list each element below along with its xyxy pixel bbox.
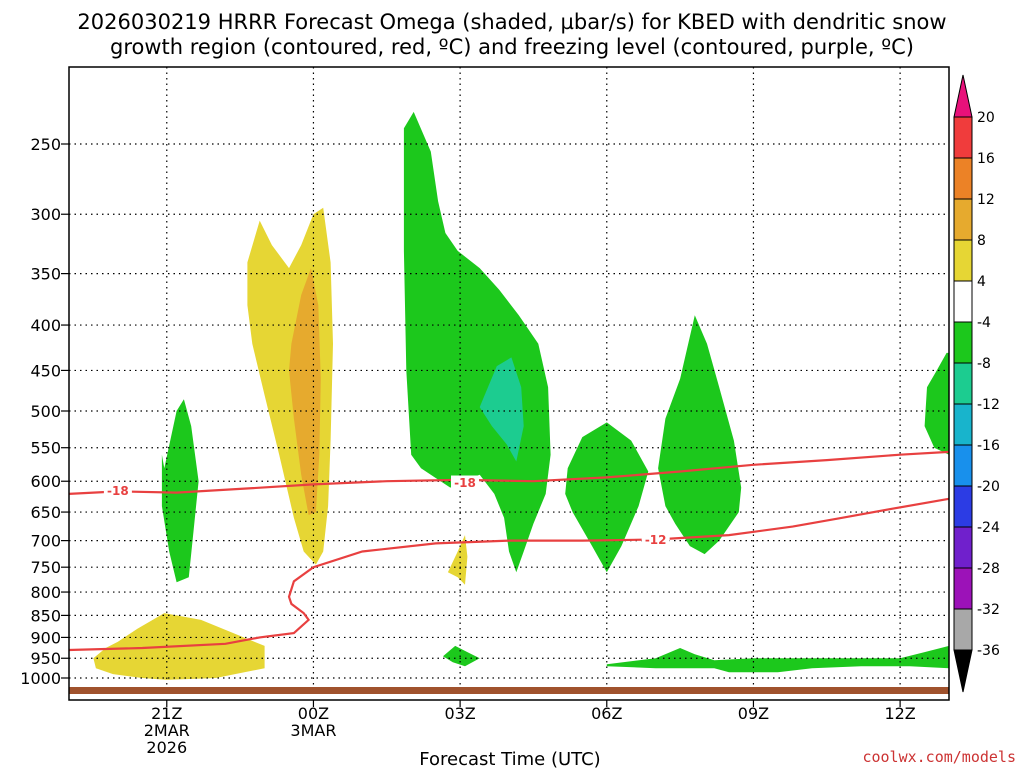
contour-label: -18 <box>107 484 129 498</box>
y-tick-label: 550 <box>30 439 61 458</box>
colorbar-swatch <box>953 485 973 528</box>
y-tick-label: 400 <box>30 316 61 335</box>
y-tick-label: 800 <box>30 583 61 602</box>
ground-strip <box>69 687 949 694</box>
colorbar-swatch <box>953 526 973 569</box>
y-tick-label: 450 <box>30 361 61 380</box>
x-tick-label: 12Z <box>884 704 915 723</box>
colorbar-swatch <box>953 362 973 405</box>
colorbar-tick-label: -20 <box>977 479 1000 495</box>
colorbar-bottom-arrow <box>953 649 973 693</box>
omega-region-yellow-5 <box>447 535 468 585</box>
colorbar-tick-label: 12 <box>977 192 995 208</box>
colorbar-tick-label: -36 <box>977 643 1000 659</box>
colorbar-tick-label: 20 <box>977 110 995 126</box>
colorbar: 20 16 12 8 4 -4 -8 -12 -16 -20 -24 -28 -32 -36 <box>953 74 1000 693</box>
y-tick-label: 300 <box>30 205 61 224</box>
x-tick-label: 00Z <box>298 704 329 723</box>
contour-label: -12 <box>645 533 667 547</box>
colorbar-swatch <box>953 444 973 487</box>
y-tick-label: 700 <box>30 532 61 551</box>
x-tick-label: 2026 <box>146 738 187 757</box>
omega-region-green-3 <box>403 111 551 573</box>
omega-region-green-10 <box>606 645 949 673</box>
x-tick-label: 03Z <box>444 704 475 723</box>
colorbar-swatch <box>953 280 973 323</box>
y-tick-label: 850 <box>30 606 61 625</box>
x-axis-label: Forecast Time (UTC) <box>419 749 600 768</box>
colorbar-swatch <box>953 239 973 282</box>
y-tick-label: 650 <box>30 503 61 522</box>
colorbar-tick-label: -8 <box>977 356 991 372</box>
y-tick-label: 350 <box>30 265 61 284</box>
colorbar-tick-label: 4 <box>977 274 986 290</box>
omega-region-green-6 <box>443 645 480 667</box>
colorbar-swatch <box>953 157 973 200</box>
colorbar-swatch <box>953 116 973 159</box>
contour-line-1 <box>68 497 950 652</box>
colorbar-tick-label: 8 <box>977 233 986 249</box>
colorbar-swatch <box>953 567 973 610</box>
credit-text[interactable]: coolwx.com/models <box>862 748 1016 766</box>
x-tick-label: 21Z <box>151 704 182 723</box>
x-tick-label: 06Z <box>591 704 622 723</box>
chart-title-line1: 2026030219 HRRR Forecast Omega (shaded, … <box>77 10 946 34</box>
temperature-contours: -18 -18 -12 <box>68 450 950 652</box>
omega-region-teal-4 <box>479 357 524 462</box>
colorbar-tick-label: -16 <box>977 438 1000 454</box>
colorbar-top-arrow <box>953 74 973 118</box>
colorbar-tick-label: -4 <box>977 315 991 331</box>
x-tick-label: 3MAR <box>290 721 336 740</box>
omega-region-green-0 <box>161 399 199 583</box>
chart-title-line2: growth region (contoured, red, ºC) and f… <box>110 35 914 59</box>
colorbar-tick-label: -12 <box>977 397 1000 413</box>
contour-label-bg <box>103 483 132 498</box>
y-tick-label: 1000 <box>20 669 61 688</box>
colorbar-tick-label: -28 <box>977 561 1000 577</box>
omega-shaded-regions <box>93 111 949 680</box>
contour-label-bg <box>641 532 670 547</box>
colorbar-swatch <box>953 608 973 651</box>
colorbar-swatch <box>953 321 973 364</box>
colorbar-swatch <box>953 403 973 446</box>
y-axis-ticks: 250 300 350 400 450 500 550 600 650 700 750 800 850 9… <box>20 135 69 688</box>
y-tick-label: 750 <box>30 558 61 577</box>
colorbar-swatch <box>953 198 973 241</box>
omega-region-green-8 <box>658 315 742 555</box>
y-tick-label: 250 <box>30 135 61 154</box>
contour-label: -18 <box>454 476 476 490</box>
y-tick-label: 900 <box>30 628 61 647</box>
contour-line-0 <box>68 450 950 495</box>
y-tick-label: 950 <box>30 649 61 668</box>
plot-frame <box>68 66 950 701</box>
y-tick-label: 500 <box>30 402 61 421</box>
colorbar-tick-label: 16 <box>977 151 995 167</box>
x-tick-label: 09Z <box>738 704 769 723</box>
colorbar-tick-label: -24 <box>977 520 1000 536</box>
contour-label-bg <box>451 475 479 490</box>
x-tick-label: 2MAR <box>144 721 190 740</box>
omega-region-green-11 <box>924 352 949 455</box>
y-tick-label: 600 <box>30 472 61 491</box>
colorbar-tick-label: -32 <box>977 602 1000 618</box>
